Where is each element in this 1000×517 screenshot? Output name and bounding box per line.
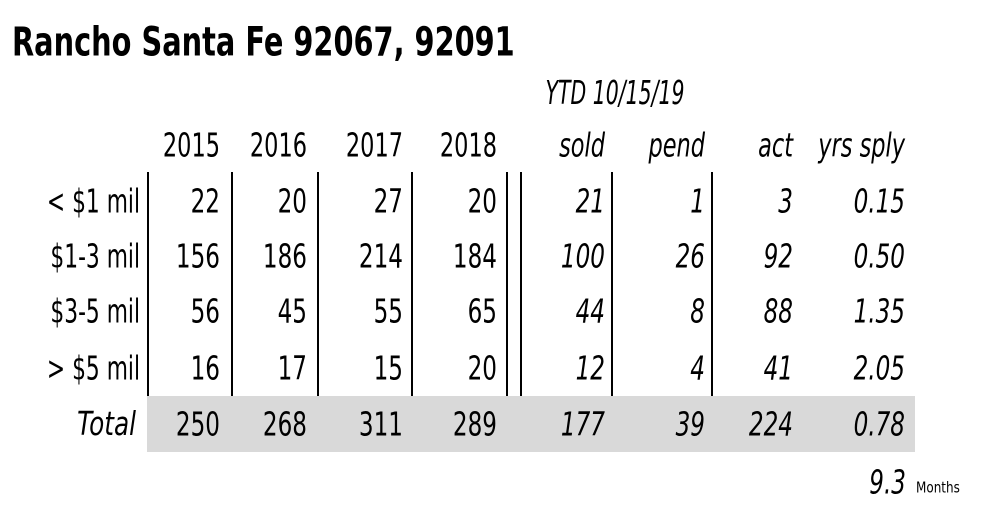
cell: 12 (576, 349, 605, 387)
cell: 26 (676, 237, 705, 275)
cell: 92 (764, 237, 793, 275)
cell: 1.35 (854, 292, 905, 330)
cell: 45 (278, 292, 307, 330)
cell: 55 (374, 292, 403, 330)
cell: 27 (374, 182, 403, 220)
cell: 22 (191, 182, 220, 220)
total-cell: 250 (176, 405, 220, 443)
row-label: < $1 mil (47, 182, 140, 221)
cell: 41 (764, 349, 793, 387)
column-header: 2015 (163, 126, 220, 165)
cell: 17 (278, 349, 307, 387)
column-header: 2017 (346, 126, 403, 165)
cell: 16 (191, 349, 220, 387)
cell: 214 (359, 237, 403, 275)
total-cell: 177 (561, 405, 605, 443)
cell: 184 (453, 237, 497, 275)
cell: 21 (576, 182, 605, 220)
ytd-label: YTD 10/15/19 (545, 75, 684, 112)
total-band (147, 396, 915, 452)
column-header: pend (648, 126, 706, 165)
total-cell: 224 (749, 405, 793, 443)
total-label: Total (77, 405, 136, 443)
cell: 1 (690, 182, 705, 220)
column-header: 2018 (440, 126, 497, 165)
column-header: 2016 (250, 126, 307, 165)
cell: 65 (468, 292, 497, 330)
cell: 8 (690, 292, 705, 330)
cell: 156 (176, 237, 220, 275)
total-cell: 311 (359, 405, 403, 443)
cell: 56 (191, 292, 220, 330)
cell: 100 (561, 237, 605, 275)
cell: 3 (778, 182, 793, 220)
cell: 15 (374, 349, 403, 387)
total-cell: 289 (453, 405, 497, 443)
total-cell: 268 (263, 405, 307, 443)
cell: 0.15 (854, 182, 905, 220)
title: Rancho Santa Fe 92067, 92091 (12, 20, 515, 66)
column-header: sold (559, 126, 606, 165)
cell: 20 (468, 349, 497, 387)
cell: 20 (468, 182, 497, 220)
cell: 44 (576, 292, 605, 330)
months-value: 9.3 (869, 463, 906, 501)
cell: 2.05 (854, 349, 905, 387)
row-label: $3-5 mil (50, 292, 140, 331)
cell: 88 (764, 292, 793, 330)
cell: 0.50 (854, 237, 905, 275)
column-header: act (758, 126, 794, 165)
months-unit: Months (916, 479, 960, 497)
cell: 20 (278, 182, 307, 220)
total-cell: 39 (676, 405, 705, 443)
cell: 4 (690, 349, 705, 387)
total-cell: 0.78 (854, 405, 905, 443)
cell: 186 (263, 237, 307, 275)
row-label: $1-3 mil (50, 237, 140, 276)
row-label: > $5 mil (47, 349, 140, 388)
grid-lines (147, 172, 713, 396)
column-header: yrs sply (817, 126, 905, 165)
